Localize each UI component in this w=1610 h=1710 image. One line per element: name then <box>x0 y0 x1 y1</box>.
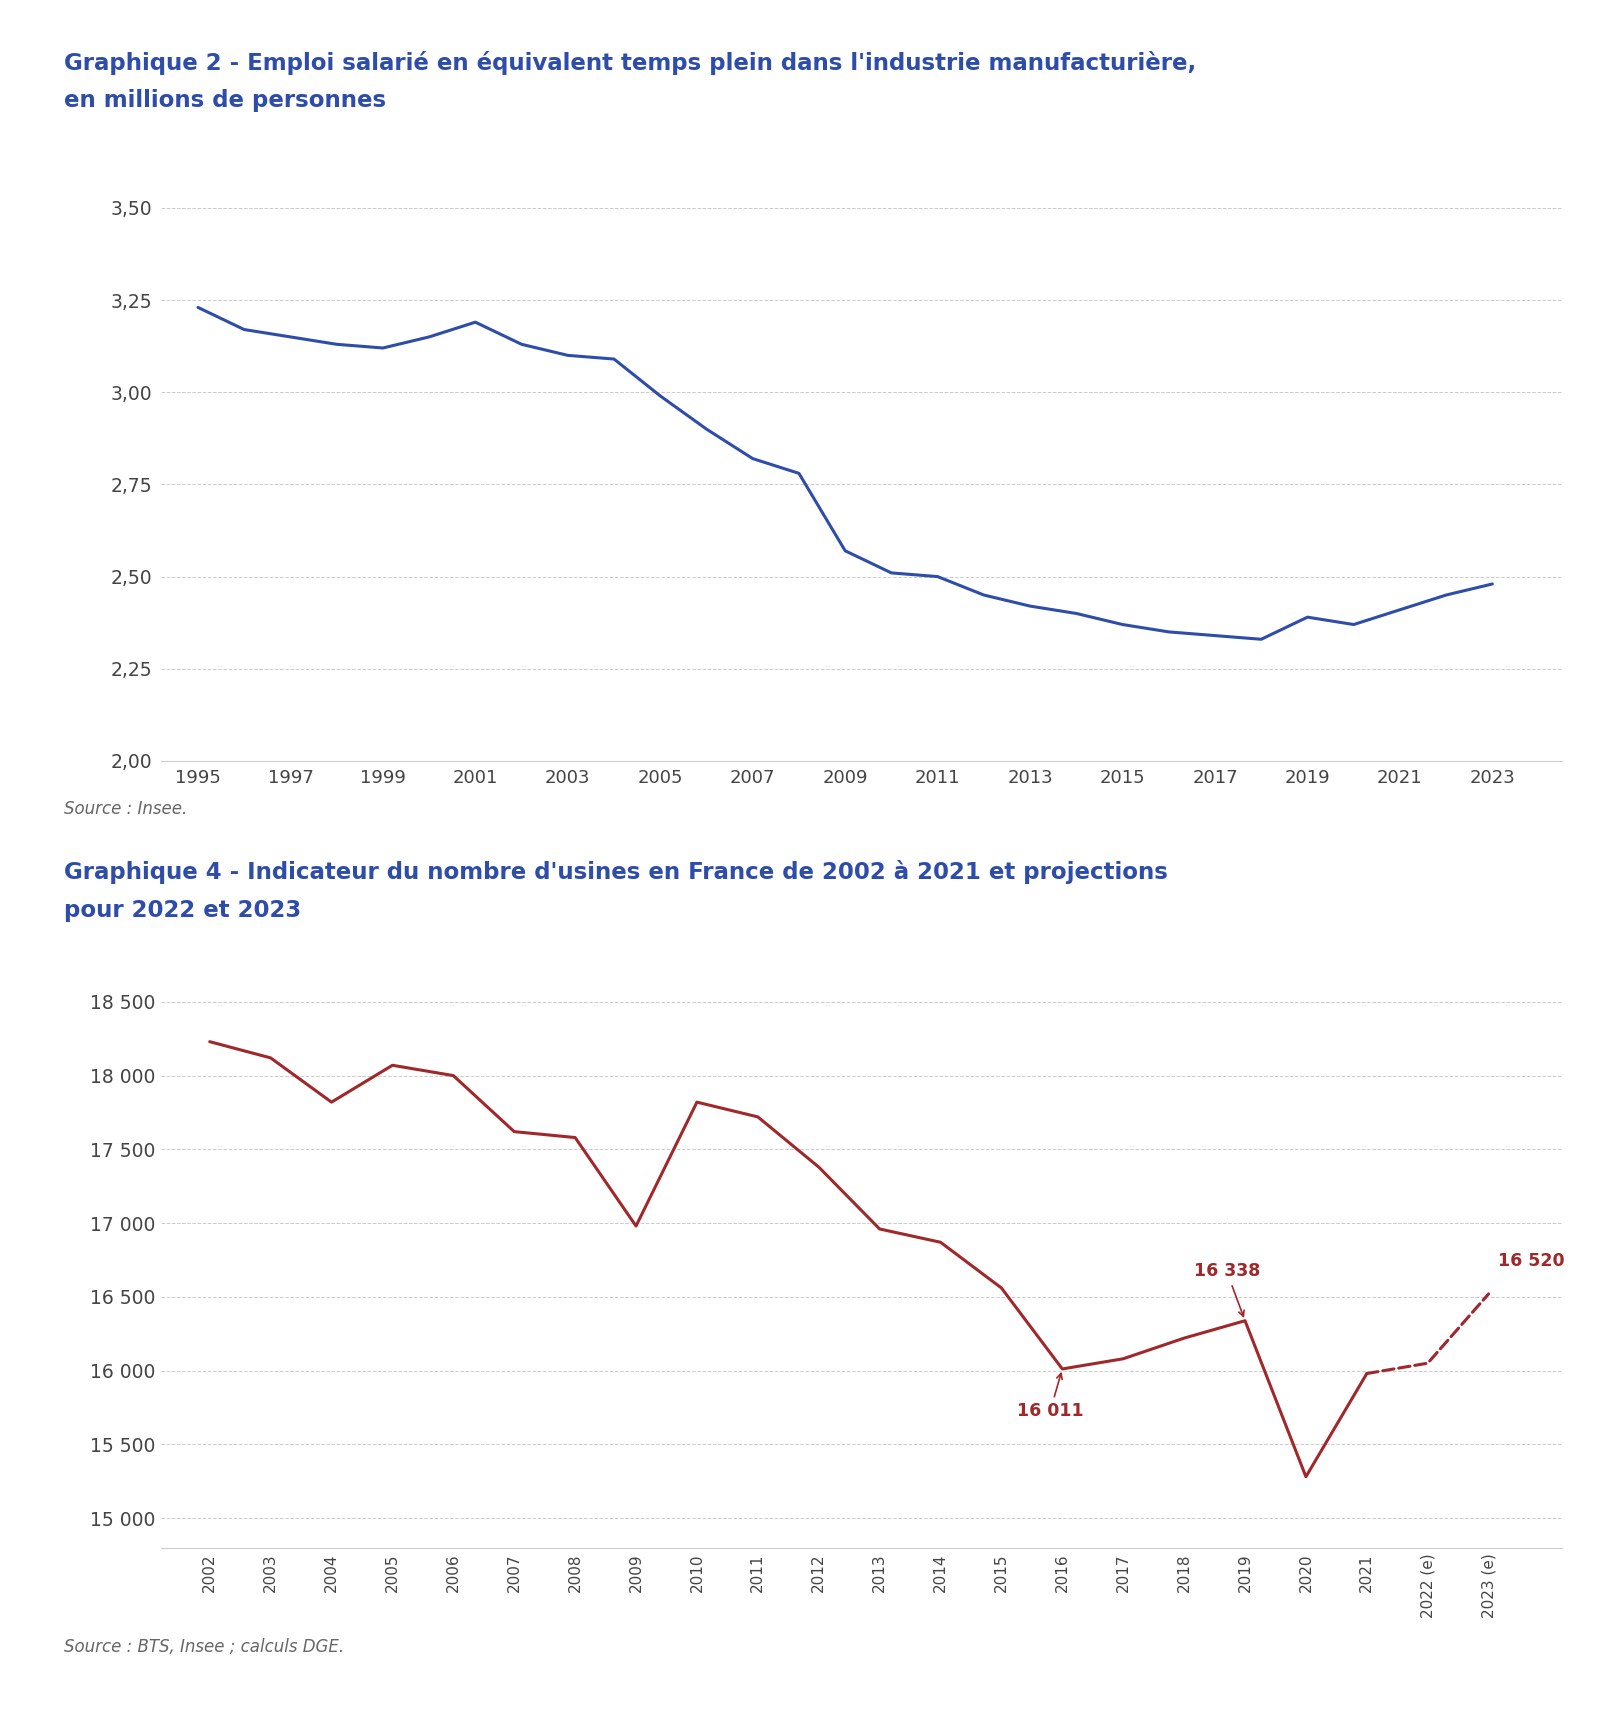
Text: 16 520: 16 520 <box>1497 1252 1565 1271</box>
Text: en millions de personnes: en millions de personnes <box>64 89 386 111</box>
Text: Source : BTS, Insee ; calculs DGE.: Source : BTS, Insee ; calculs DGE. <box>64 1638 345 1657</box>
Text: 16 011: 16 011 <box>1018 1373 1084 1419</box>
Text: 16 338: 16 338 <box>1193 1262 1261 1317</box>
Text: Graphique 4 - Indicateur du nombre d'usines en France de 2002 à 2021 et projecti: Graphique 4 - Indicateur du nombre d'usi… <box>64 860 1169 884</box>
Text: Source : Insee.: Source : Insee. <box>64 800 188 819</box>
Text: Graphique 2 - Emploi salarié en équivalent temps plein dans l'industrie manufact: Graphique 2 - Emploi salarié en équivale… <box>64 51 1196 75</box>
Text: pour 2022 et 2023: pour 2022 et 2023 <box>64 899 301 922</box>
